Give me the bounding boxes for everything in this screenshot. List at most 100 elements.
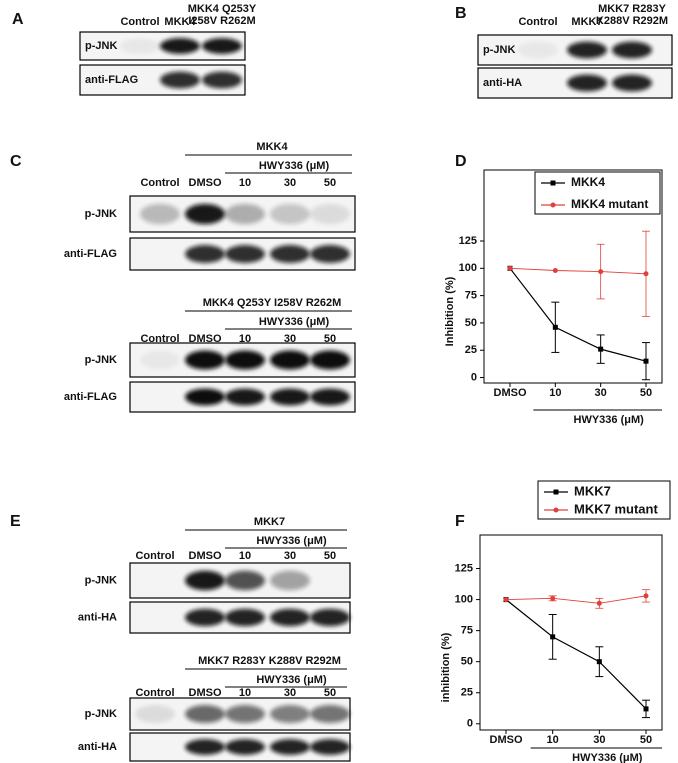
band bbox=[185, 608, 225, 627]
legend-label: MKK7 bbox=[574, 483, 611, 498]
lane-label: MKK4 bbox=[164, 16, 196, 28]
lane-label: DMSO bbox=[189, 177, 222, 189]
band bbox=[160, 38, 200, 54]
band bbox=[310, 350, 350, 370]
y-tick-label: 125 bbox=[459, 235, 477, 247]
band bbox=[160, 71, 200, 89]
panel-label: B bbox=[455, 5, 467, 22]
y-tick-label: 0 bbox=[471, 371, 477, 383]
data-point bbox=[552, 267, 558, 273]
lane-label: MKK7 bbox=[571, 16, 602, 28]
band bbox=[270, 570, 310, 591]
x-tick-label: 10 bbox=[547, 734, 559, 746]
data-point bbox=[596, 600, 602, 606]
y-tick-label: 75 bbox=[465, 290, 477, 302]
blot-header: MKK7 R283Y K288V R292M bbox=[198, 655, 341, 667]
y-tick-label: 50 bbox=[465, 317, 477, 329]
band bbox=[185, 245, 225, 263]
x-group-label: HWY336 (μM) bbox=[574, 414, 645, 426]
band bbox=[612, 74, 652, 92]
y-tick-label: 100 bbox=[459, 262, 477, 274]
row-label: anti-FLAG bbox=[85, 74, 138, 86]
band bbox=[225, 388, 265, 406]
lane-label: Control bbox=[135, 550, 174, 562]
legend-marker bbox=[553, 507, 559, 513]
lane-label: 30 bbox=[284, 177, 296, 189]
band bbox=[310, 705, 350, 723]
band bbox=[202, 71, 242, 89]
lane-label: Control bbox=[120, 16, 159, 28]
row-label: anti-HA bbox=[78, 611, 117, 623]
data-point bbox=[598, 346, 604, 352]
y-axis-label: inhibition (%) bbox=[440, 632, 452, 702]
row-label: p-JNK bbox=[85, 354, 117, 366]
band bbox=[310, 245, 350, 263]
lane-label: Control bbox=[135, 687, 174, 699]
legend-label: MKK4 mutant bbox=[571, 197, 648, 211]
band bbox=[185, 388, 225, 406]
y-tick-label: 25 bbox=[461, 687, 473, 699]
band bbox=[270, 203, 310, 225]
band bbox=[120, 38, 160, 54]
row-label: anti-HA bbox=[78, 741, 117, 753]
lane-label: 50 bbox=[324, 333, 336, 345]
plot-frame bbox=[479, 534, 663, 731]
series-line bbox=[509, 267, 647, 275]
band bbox=[270, 350, 310, 370]
data-point bbox=[598, 269, 604, 275]
blot-header: MKK4 bbox=[256, 141, 288, 153]
y-axis-label: Inhibition (%) bbox=[444, 276, 456, 346]
band bbox=[225, 245, 265, 263]
x-tick-label: 30 bbox=[593, 734, 605, 746]
lane-label: 30 bbox=[284, 550, 296, 562]
band bbox=[270, 608, 310, 627]
x-tick-label: 50 bbox=[640, 387, 652, 399]
band bbox=[225, 203, 265, 225]
band bbox=[310, 203, 350, 225]
legend-marker bbox=[553, 489, 559, 495]
row-label: anti-FLAG bbox=[64, 391, 117, 403]
band bbox=[310, 388, 350, 406]
data-point bbox=[643, 271, 649, 277]
legend-marker bbox=[550, 180, 556, 186]
data-point bbox=[643, 706, 649, 712]
data-point bbox=[507, 265, 513, 271]
band bbox=[270, 245, 310, 263]
plot-frame bbox=[483, 169, 663, 384]
band bbox=[567, 74, 607, 92]
lane-label: MKK7 R283Y bbox=[598, 3, 667, 15]
data-point bbox=[550, 595, 556, 601]
lane-label: 50 bbox=[324, 687, 336, 699]
lane-label: 10 bbox=[239, 687, 251, 699]
legend-box bbox=[537, 480, 671, 520]
data-point bbox=[503, 597, 509, 603]
band bbox=[185, 203, 225, 225]
band bbox=[135, 705, 175, 723]
band bbox=[612, 41, 652, 59]
band bbox=[225, 739, 265, 755]
lane-label: Control bbox=[140, 177, 179, 189]
lane-label: 10 bbox=[239, 177, 251, 189]
band bbox=[518, 41, 558, 59]
series-line bbox=[509, 267, 647, 362]
band bbox=[225, 570, 265, 591]
lane-label: DMSO bbox=[189, 333, 222, 345]
lane-label: 50 bbox=[324, 550, 336, 562]
data-point bbox=[643, 358, 649, 364]
x-tick-label: DMSO bbox=[490, 734, 523, 746]
band bbox=[185, 739, 225, 755]
lane-label: 30 bbox=[284, 687, 296, 699]
lane-label: Control bbox=[140, 333, 179, 345]
lane-label: 50 bbox=[324, 177, 336, 189]
band bbox=[270, 739, 310, 755]
y-tick-label: 100 bbox=[455, 593, 473, 605]
legend-label: MKK7 mutant bbox=[574, 501, 658, 516]
row-label: p-JNK bbox=[85, 40, 117, 52]
y-tick-label: 25 bbox=[465, 344, 477, 356]
band bbox=[185, 705, 225, 723]
y-tick-label: 0 bbox=[467, 718, 473, 730]
lane-label: K288V R292M bbox=[596, 15, 668, 27]
lane-label: DMSO bbox=[189, 550, 222, 562]
x-group-label: HWY336 (μM) bbox=[572, 752, 643, 763]
